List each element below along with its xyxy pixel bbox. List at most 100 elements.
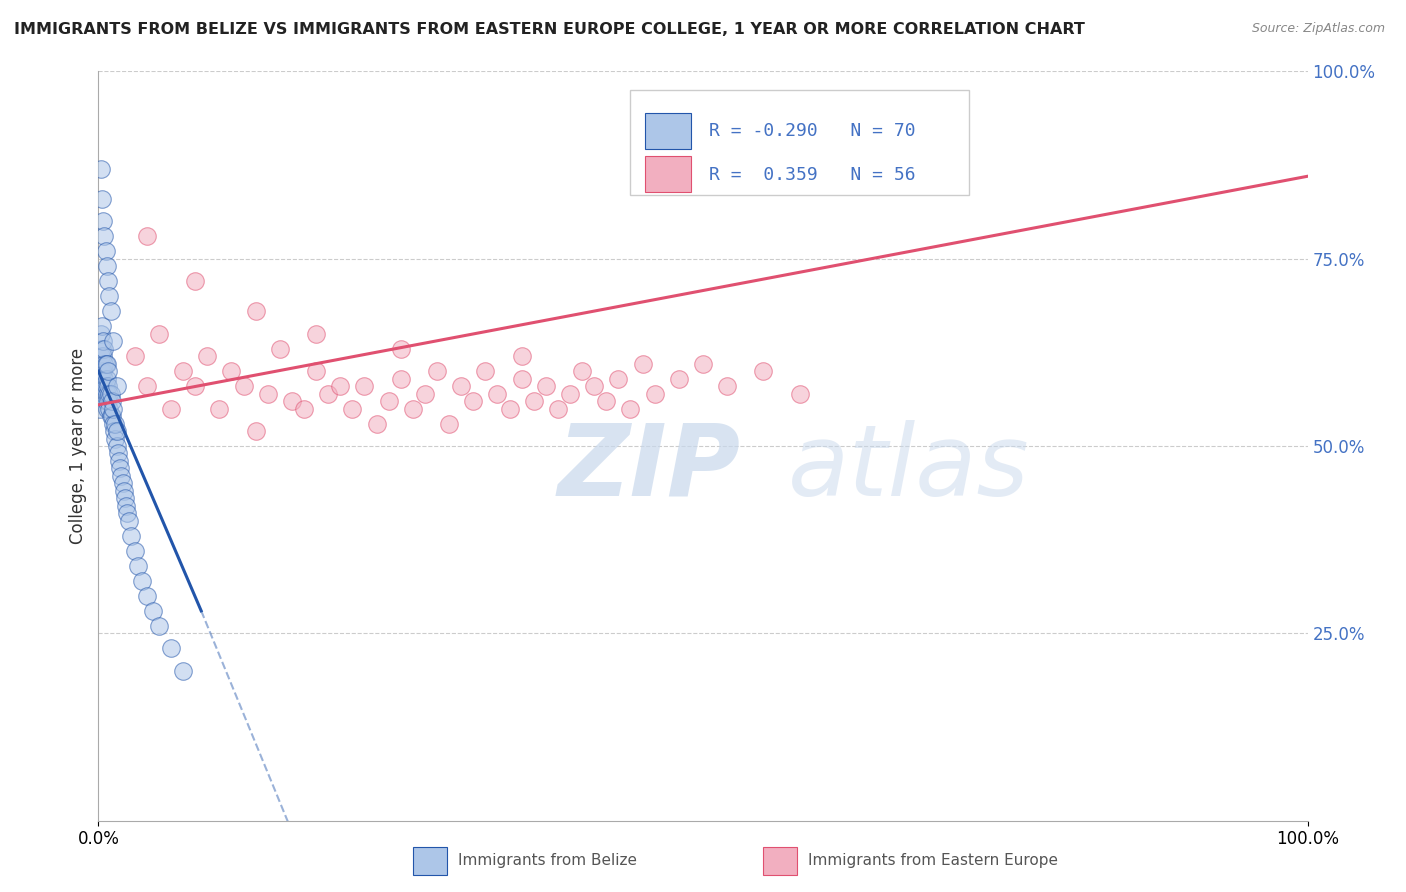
Point — [389, 371, 412, 385]
Point — [595, 394, 617, 409]
Point — [389, 342, 412, 356]
Point — [97, 379, 120, 393]
Point — [100, 304, 122, 318]
Point — [135, 379, 157, 393]
Point — [91, 379, 114, 393]
Text: R =  0.359   N = 56: R = 0.359 N = 56 — [709, 166, 915, 184]
FancyBboxPatch shape — [645, 112, 690, 149]
Point — [534, 379, 557, 393]
Point — [101, 401, 124, 416]
Point — [329, 379, 352, 393]
Point — [91, 364, 114, 378]
Point — [107, 446, 129, 460]
Point — [148, 326, 170, 341]
Point — [571, 364, 593, 378]
Point — [195, 349, 218, 363]
Point — [91, 364, 114, 378]
Point — [437, 417, 460, 431]
Point — [402, 401, 425, 416]
Point — [90, 364, 112, 378]
FancyBboxPatch shape — [645, 156, 690, 192]
Point — [644, 386, 666, 401]
Point — [98, 386, 121, 401]
Point — [96, 401, 118, 416]
Point — [101, 417, 124, 431]
Point — [510, 349, 533, 363]
Point — [184, 274, 207, 288]
Point — [135, 589, 157, 603]
Point — [91, 342, 114, 356]
Point — [96, 357, 118, 371]
Point — [115, 499, 138, 513]
Point — [316, 386, 339, 401]
Point — [110, 469, 132, 483]
Point — [256, 386, 278, 401]
Point — [105, 379, 128, 393]
Point — [96, 386, 118, 401]
Point — [91, 379, 114, 393]
Text: Immigrants from Eastern Europe: Immigrants from Eastern Europe — [808, 853, 1059, 868]
Point — [619, 401, 641, 416]
Point — [91, 349, 114, 363]
Point — [96, 371, 118, 385]
Point — [668, 371, 690, 385]
Point — [118, 514, 141, 528]
Point — [94, 357, 117, 371]
Point — [100, 386, 122, 401]
Point — [98, 289, 121, 303]
Point — [184, 379, 207, 393]
Point — [89, 401, 111, 416]
Text: R = -0.290   N = 70: R = -0.290 N = 70 — [709, 122, 915, 140]
Point — [91, 214, 114, 228]
Point — [90, 161, 112, 176]
Point — [142, 604, 165, 618]
Point — [232, 379, 254, 393]
Point — [716, 379, 738, 393]
Point — [292, 401, 315, 416]
Point — [104, 432, 127, 446]
Point — [94, 379, 117, 393]
Point — [631, 357, 654, 371]
Point — [103, 424, 125, 438]
Point — [108, 454, 131, 468]
Point — [124, 349, 146, 363]
FancyBboxPatch shape — [413, 847, 447, 875]
Point — [377, 394, 399, 409]
FancyBboxPatch shape — [763, 847, 797, 875]
Point — [305, 326, 328, 341]
Point — [353, 379, 375, 393]
Point — [90, 326, 112, 341]
Point — [135, 229, 157, 244]
Point — [510, 371, 533, 385]
Point — [124, 544, 146, 558]
Point — [450, 379, 472, 393]
Point — [105, 424, 128, 438]
Point — [583, 379, 606, 393]
Point — [120, 529, 142, 543]
Point — [131, 574, 153, 588]
Point — [101, 334, 124, 348]
Point — [90, 349, 112, 363]
Point — [221, 364, 243, 378]
Point — [172, 364, 194, 378]
Point — [96, 259, 118, 273]
Point — [127, 558, 149, 573]
Point — [97, 394, 120, 409]
Point — [91, 319, 114, 334]
Point — [426, 364, 449, 378]
Point — [245, 304, 267, 318]
Point — [342, 401, 364, 416]
Text: atlas: atlas — [787, 420, 1029, 517]
Point — [160, 641, 183, 656]
Point — [160, 401, 183, 416]
Point — [413, 386, 436, 401]
Point — [463, 394, 485, 409]
Point — [94, 244, 117, 259]
Point — [100, 409, 122, 423]
Point — [523, 394, 546, 409]
Point — [269, 342, 291, 356]
Point — [108, 461, 131, 475]
Point — [97, 364, 120, 378]
Point — [117, 507, 139, 521]
Point — [474, 364, 496, 378]
